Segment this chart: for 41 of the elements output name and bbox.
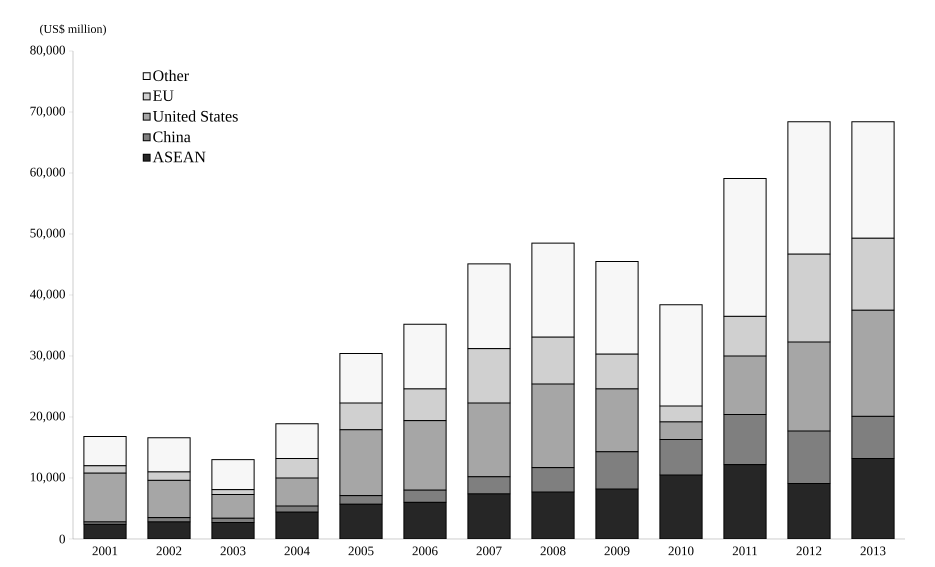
bar bbox=[723, 464, 767, 539]
y-tick-label: 70,000 bbox=[30, 106, 65, 118]
legend-label: United States bbox=[152, 110, 238, 122]
bar bbox=[595, 488, 639, 539]
bar bbox=[147, 521, 191, 539]
bar bbox=[275, 512, 319, 539]
y-tick-label: 40,000 bbox=[30, 290, 65, 300]
bar bbox=[659, 474, 703, 539]
x-tick-label: 2011 bbox=[732, 546, 757, 556]
y-tick-label: 50,000 bbox=[30, 228, 65, 240]
x-tick-label: 2013 bbox=[860, 546, 886, 556]
x-tick-label: 2012 bbox=[796, 546, 822, 556]
x-tick-label: 2005 bbox=[348, 546, 374, 556]
bar bbox=[211, 459, 255, 490]
legend-label: EU bbox=[153, 90, 174, 102]
bar bbox=[211, 522, 255, 539]
x-tick-label: 2007 bbox=[476, 546, 502, 556]
y-tick-label: 10,000 bbox=[30, 472, 65, 484]
y-tick-label: 0 bbox=[59, 534, 65, 544]
y-axis-title: (US$ million) bbox=[40, 24, 106, 36]
x-tick-label: 2003 bbox=[220, 546, 246, 556]
bar bbox=[787, 482, 831, 539]
y-tick-label: 20,000 bbox=[30, 412, 65, 422]
x-tick-label: 2001 bbox=[92, 546, 118, 556]
x-tick-label: 2006 bbox=[412, 546, 438, 556]
bar bbox=[467, 493, 511, 539]
bar bbox=[531, 492, 575, 539]
x-tick-label: 2009 bbox=[604, 546, 630, 556]
legend-label: China bbox=[153, 131, 191, 142]
legend-label: ASEAN bbox=[152, 152, 206, 162]
y-tick-label: 30,000 bbox=[30, 350, 65, 362]
x-tick-label: 2002 bbox=[156, 546, 182, 556]
bar bbox=[339, 504, 383, 539]
bar bbox=[851, 458, 895, 539]
x-tick-label: 2008 bbox=[540, 546, 566, 556]
x-tick-label: 2010 bbox=[668, 546, 694, 556]
bar bbox=[403, 502, 447, 539]
y-tick-label: 80,000 bbox=[30, 46, 65, 56]
legend-label: Other bbox=[153, 70, 189, 82]
x-tick-label: 2004 bbox=[284, 546, 310, 556]
y-tick-label: 60,000 bbox=[30, 168, 65, 178]
